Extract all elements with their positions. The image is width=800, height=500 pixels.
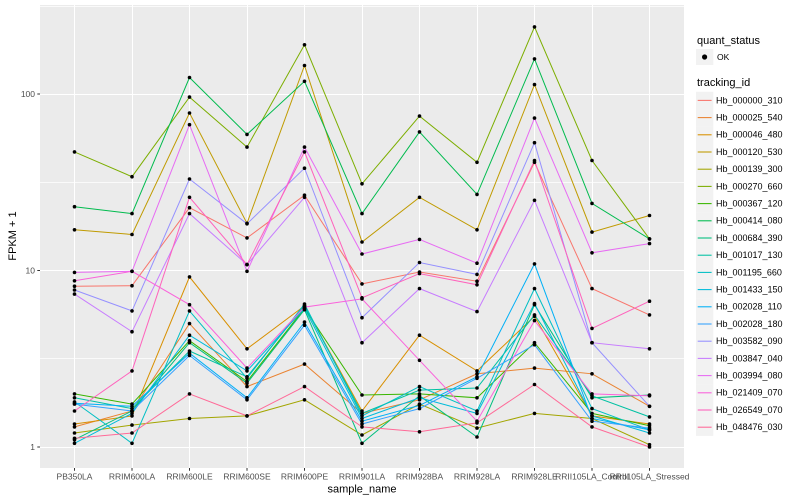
svg-text:RRIM600LA: RRIM600LA [109, 471, 156, 481]
svg-text:10: 10 [26, 265, 36, 275]
svg-text:Hb_000270_660: Hb_000270_660 [716, 181, 783, 191]
svg-text:Hb_003994_080: Hb_003994_080 [716, 371, 783, 381]
svg-text:tracking_id: tracking_id [697, 77, 750, 89]
svg-text:OK: OK [717, 52, 730, 62]
svg-text:1: 1 [30, 442, 35, 452]
svg-text:Hb_000414_080: Hb_000414_080 [716, 216, 783, 226]
svg-text:Hb_021409_070: Hb_021409_070 [716, 388, 783, 398]
svg-text:Hb_000000_310: Hb_000000_310 [716, 95, 783, 105]
svg-text:quant_status: quant_status [697, 35, 760, 47]
svg-text:Hb_002028_180: Hb_002028_180 [716, 319, 783, 329]
svg-text:Hb_000367_120: Hb_000367_120 [716, 199, 783, 209]
svg-text:sample_name: sample_name [327, 484, 396, 496]
svg-text:Hb_000120_530: Hb_000120_530 [716, 147, 783, 157]
svg-text:Hb_000139_300: Hb_000139_300 [716, 164, 783, 174]
svg-text:Hb_001017_130: Hb_001017_130 [716, 250, 783, 260]
svg-text:Hb_001195_660: Hb_001195_660 [716, 267, 782, 277]
svg-text:Hb_048476_030: Hb_048476_030 [716, 422, 783, 432]
svg-text:RRIM901LA: RRIM901LA [339, 471, 386, 481]
svg-text:Hb_003847_040: Hb_003847_040 [716, 353, 783, 363]
svg-text:Hb_001433_150: Hb_001433_150 [716, 285, 783, 295]
svg-text:RRII105LA_Stressed: RRII105LA_Stressed [610, 471, 690, 481]
svg-text:RRIM600SE: RRIM600SE [223, 471, 271, 481]
svg-text:RRIM600LE: RRIM600LE [166, 471, 213, 481]
svg-text:RRIM600PE: RRIM600PE [281, 471, 329, 481]
svg-text:Hb_026549_070: Hb_026549_070 [716, 405, 783, 415]
svg-text:PB350LA: PB350LA [57, 471, 93, 481]
svg-text:Hb_003582_090: Hb_003582_090 [716, 336, 783, 346]
svg-text:Hb_000025_540: Hb_000025_540 [716, 113, 783, 123]
svg-text:100: 100 [21, 89, 35, 99]
svg-text:Hb_000684_390: Hb_000684_390 [716, 233, 783, 243]
svg-text:Hb_000046_480: Hb_000046_480 [716, 130, 783, 140]
svg-text:RRIM928BA: RRIM928BA [396, 471, 444, 481]
svg-text:FPKM + 1: FPKM + 1 [7, 211, 19, 260]
svg-text:RRII105LA_Control: RRII105LA_Control [555, 471, 629, 481]
svg-text:RRIM928LA: RRIM928LA [454, 471, 501, 481]
svg-text:Hb_002028_110: Hb_002028_110 [716, 302, 782, 312]
svg-text:RRIM928LE: RRIM928LE [511, 471, 558, 481]
